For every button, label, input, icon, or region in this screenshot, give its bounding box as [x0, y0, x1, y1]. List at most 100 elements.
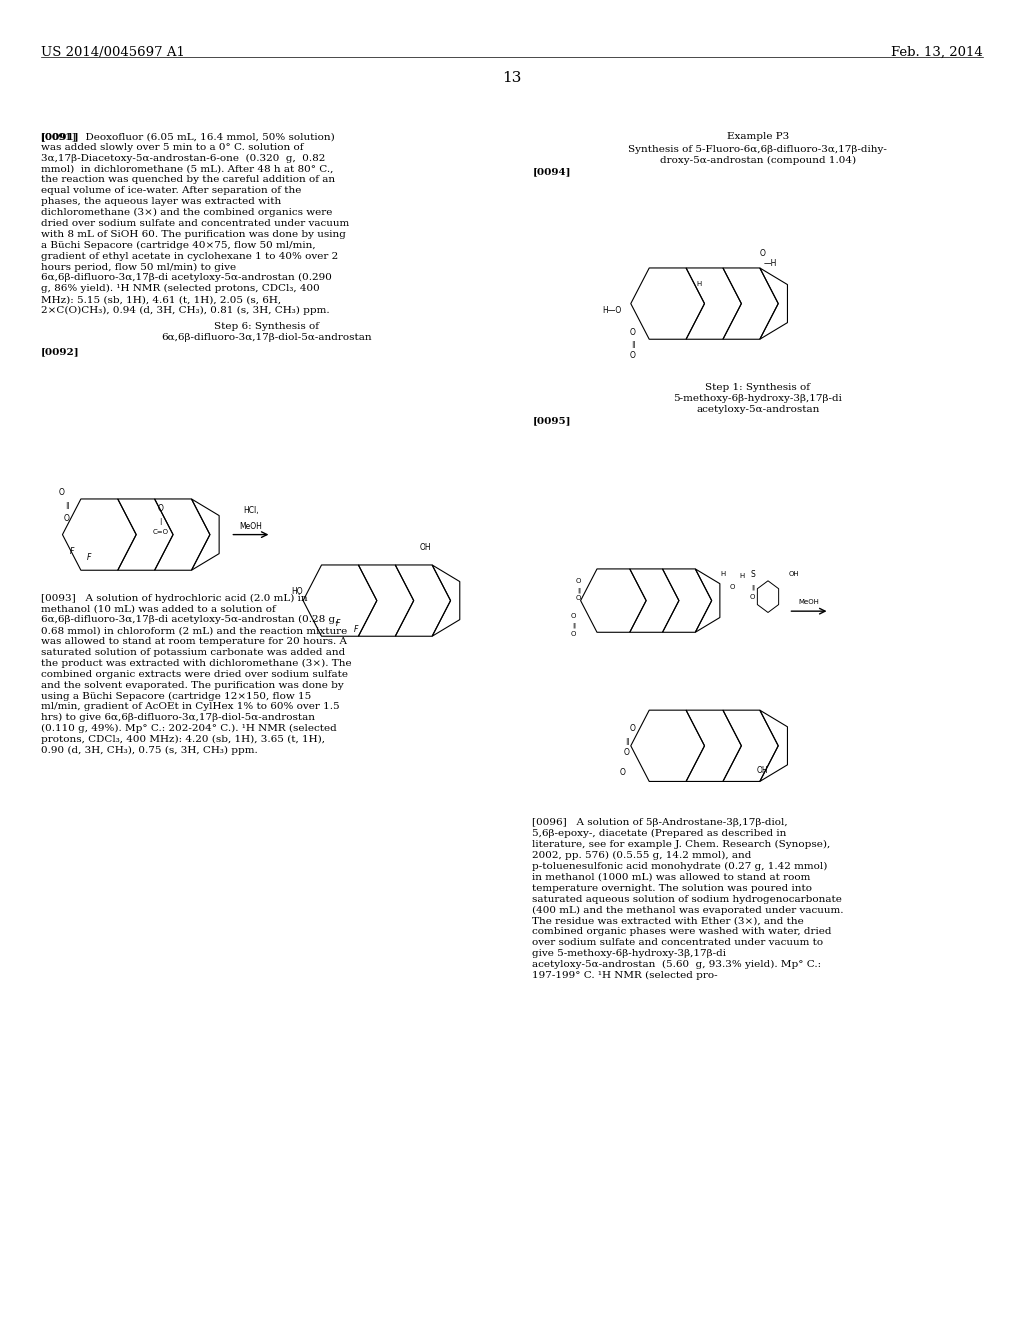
Text: hrs) to give 6α,6β-difluoro-3α,17β-diol-5α-androstan: hrs) to give 6α,6β-difluoro-3α,17β-diol-… — [41, 713, 315, 722]
Text: p-toluenesulfonic acid monohydrate (0.27 g, 1.42 mmol): p-toluenesulfonic acid monohydrate (0.27… — [532, 862, 827, 871]
Text: F: F — [70, 548, 74, 556]
Text: saturated solution of potassium carbonate was added and: saturated solution of potassium carbonat… — [41, 648, 345, 657]
Text: protons, CDCl₃, 400 MHz): 4.20 (sb, 1H), 3.65 (t, 1H),: protons, CDCl₃, 400 MHz): 4.20 (sb, 1H),… — [41, 735, 325, 744]
Text: and the solvent evaporated. The purification was done by: and the solvent evaporated. The purifica… — [41, 681, 344, 689]
Text: mmol)  in dichloromethane (5 mL). After 48 h at 80° C.,: mmol) in dichloromethane (5 mL). After 4… — [41, 165, 334, 174]
Text: MeOH: MeOH — [799, 598, 819, 605]
Text: ‖: ‖ — [631, 341, 635, 348]
Text: 13: 13 — [503, 71, 521, 86]
Text: O: O — [760, 249, 766, 257]
Text: OH: OH — [788, 572, 799, 577]
Text: (0.110 g, 49%). Mp° C.: 202-204° C.). ¹H NMR (selected: (0.110 g, 49%). Mp° C.: 202-204° C.). ¹H… — [41, 725, 337, 733]
Text: OH: OH — [419, 544, 431, 552]
Text: Step 1: Synthesis of: Step 1: Synthesis of — [706, 383, 810, 392]
Text: O: O — [158, 504, 164, 512]
Text: C=O: C=O — [153, 529, 169, 535]
Text: dried over sodium sulfate and concentrated under vacuum: dried over sodium sulfate and concentrat… — [41, 219, 349, 228]
Text: O: O — [630, 351, 636, 359]
Text: O: O — [750, 594, 756, 599]
Text: —H: —H — [763, 260, 777, 268]
Text: [0094]: [0094] — [532, 166, 571, 176]
Text: H: H — [720, 572, 726, 577]
Text: O: O — [63, 515, 70, 523]
Text: [0096]   A solution of 5β-Androstane-3β,17β-diol,: [0096] A solution of 5β-Androstane-3β,17… — [532, 818, 788, 828]
Text: [0095]: [0095] — [532, 416, 571, 425]
Text: with 8 mL of SiOH 60. The purification was done by using: with 8 mL of SiOH 60. The purification w… — [41, 230, 346, 239]
Text: acetyloxy-5α-androstan  (5.60  g, 93.3% yield). Mp° C.:: acetyloxy-5α-androstan (5.60 g, 93.3% yi… — [532, 960, 821, 969]
Text: O: O — [630, 329, 636, 337]
Text: O: O — [620, 768, 626, 776]
Text: O: O — [570, 614, 577, 619]
Text: Step 6: Synthesis of: Step 6: Synthesis of — [214, 322, 318, 331]
Text: ‖: ‖ — [571, 623, 575, 628]
Text: g, 86% yield). ¹H NMR (selected protons, CDCl₃, 400: g, 86% yield). ¹H NMR (selected protons,… — [41, 284, 319, 293]
Text: over sodium sulfate and concentrated under vacuum to: over sodium sulfate and concentrated und… — [532, 939, 823, 946]
Text: US 2014/0045697 A1: US 2014/0045697 A1 — [41, 46, 185, 59]
Text: Example P3: Example P3 — [727, 132, 788, 141]
Text: H: H — [696, 281, 702, 286]
Text: was allowed to stand at room temperature for 20 hours. A: was allowed to stand at room temperature… — [41, 638, 347, 645]
Text: dichloromethane (3×) and the combined organics were: dichloromethane (3×) and the combined or… — [41, 209, 333, 218]
Text: 6α,6β-difluoro-3α,17β-diol-5α-androstan: 6α,6β-difluoro-3α,17β-diol-5α-androstan — [161, 333, 372, 342]
Text: (400 mL) and the methanol was evaporated under vacuum.: (400 mL) and the methanol was evaporated… — [532, 906, 844, 915]
Text: HO: HO — [291, 587, 303, 595]
Text: give 5-methoxy-6β-hydroxy-3β,17β-di: give 5-methoxy-6β-hydroxy-3β,17β-di — [532, 949, 726, 958]
Text: combined organic phases were washed with water, dried: combined organic phases were washed with… — [532, 927, 831, 936]
Text: saturated aqueous solution of sodium hydrogenocarbonate: saturated aqueous solution of sodium hyd… — [532, 895, 843, 903]
Text: droxy-5α-androstan (compound 1.04): droxy-5α-androstan (compound 1.04) — [659, 156, 856, 165]
Text: phases, the aqueous layer was extracted with: phases, the aqueous layer was extracted … — [41, 197, 282, 206]
Text: 2×C(O)CH₃), 0.94 (d, 3H, CH₃), 0.81 (s, 3H, CH₃) ppm.: 2×C(O)CH₃), 0.94 (d, 3H, CH₃), 0.81 (s, … — [41, 306, 330, 315]
Text: [0091]: [0091] — [41, 132, 80, 141]
Text: [0093]   A solution of hydrochloric acid (2.0 mL) in: [0093] A solution of hydrochloric acid (… — [41, 594, 307, 603]
Text: MeOH: MeOH — [240, 521, 262, 531]
Text: ml/min, gradient of AcOEt in CylHex 1% to 60% over 1.5: ml/min, gradient of AcOEt in CylHex 1% t… — [41, 702, 340, 711]
Text: O: O — [575, 578, 582, 583]
Text: a Büchi Sepacore (cartridge 40×75, flow 50 ml/min,: a Büchi Sepacore (cartridge 40×75, flow … — [41, 240, 315, 249]
Text: ‖: ‖ — [65, 502, 69, 510]
Text: Synthesis of 5-Fluoro-6α,6β-difluoro-3α,17β-dihy-: Synthesis of 5-Fluoro-6α,6β-difluoro-3α,… — [629, 145, 887, 154]
Text: O: O — [729, 585, 735, 590]
Text: equal volume of ice-water. After separation of the: equal volume of ice-water. After separat… — [41, 186, 301, 195]
Text: S: S — [751, 570, 755, 578]
Text: O: O — [624, 748, 630, 756]
Text: O: O — [570, 631, 577, 636]
Text: H—O: H—O — [603, 306, 622, 314]
Text: O: O — [58, 488, 65, 496]
Text: Feb. 13, 2014: Feb. 13, 2014 — [891, 46, 983, 59]
Text: HCl,: HCl, — [243, 506, 259, 515]
Text: F: F — [336, 619, 340, 627]
Text: H: H — [739, 573, 745, 578]
Text: [0091]   Deoxofluor (6.05 mL, 16.4 mmol, 50% solution): [0091] Deoxofluor (6.05 mL, 16.4 mmol, 5… — [41, 132, 335, 141]
Text: O: O — [575, 595, 582, 601]
Text: temperature overnight. The solution was poured into: temperature overnight. The solution was … — [532, 883, 812, 892]
Text: 0.68 mmol) in chloroform (2 mL) and the reaction mixture: 0.68 mmol) in chloroform (2 mL) and the … — [41, 626, 347, 635]
Text: ‖: ‖ — [577, 587, 581, 593]
Text: 5,6β-epoxy-, diacetate (Prepared as described in: 5,6β-epoxy-, diacetate (Prepared as desc… — [532, 829, 786, 838]
Text: using a Büchi Sepacore (cartridge 12×150, flow 15: using a Büchi Sepacore (cartridge 12×150… — [41, 692, 311, 701]
Text: combined organic extracts were dried over sodium sulfate: combined organic extracts were dried ove… — [41, 669, 348, 678]
Text: F: F — [87, 553, 91, 561]
Text: hours period, flow 50 ml/min) to give: hours period, flow 50 ml/min) to give — [41, 263, 237, 272]
Text: literature, see for example J. Chem. Research (Synopse),: literature, see for example J. Chem. Res… — [532, 840, 830, 849]
Text: MHz): 5.15 (sb, 1H), 4.61 (t, 1H), 2.05 (s, 6H,: MHz): 5.15 (sb, 1H), 4.61 (t, 1H), 2.05 … — [41, 296, 281, 304]
Text: 6α,6β-difluoro-3α,17β-di acetyloxy-5α-androstan (0.28 g,: 6α,6β-difluoro-3α,17β-di acetyloxy-5α-an… — [41, 615, 338, 624]
Text: 0.90 (d, 3H, CH₃), 0.75 (s, 3H, CH₃) ppm.: 0.90 (d, 3H, CH₃), 0.75 (s, 3H, CH₃) ppm… — [41, 746, 258, 755]
Text: was added slowly over 5 min to a 0° C. solution of: was added slowly over 5 min to a 0° C. s… — [41, 143, 303, 152]
Text: in methanol (1000 mL) was allowed to stand at room: in methanol (1000 mL) was allowed to sta… — [532, 873, 811, 882]
Text: O: O — [630, 725, 636, 733]
Text: methanol (10 mL) was added to a solution of: methanol (10 mL) was added to a solution… — [41, 605, 275, 614]
Text: The residue was extracted with Ether (3×), and the: The residue was extracted with Ether (3×… — [532, 916, 804, 925]
Text: 3α,17β-Diacetoxy-5α-androstan-6-one  (0.320  g,  0.82: 3α,17β-Diacetoxy-5α-androstan-6-one (0.3… — [41, 153, 326, 162]
Text: ‖: ‖ — [751, 585, 755, 590]
Text: the product was extracted with dichloromethane (3×). The: the product was extracted with dichlorom… — [41, 659, 351, 668]
Text: F: F — [354, 626, 358, 634]
Text: |: | — [160, 517, 162, 525]
Text: gradient of ethyl acetate in cyclohexane 1 to 40% over 2: gradient of ethyl acetate in cyclohexane… — [41, 252, 338, 260]
Text: [0092]: [0092] — [41, 347, 80, 356]
Text: acetyloxy-5α-androstan: acetyloxy-5α-androstan — [696, 405, 819, 414]
Text: 197-199° C. ¹H NMR (selected pro-: 197-199° C. ¹H NMR (selected pro- — [532, 970, 718, 979]
Text: 2002, pp. 576) (0.5.55 g, 14.2 mmol), and: 2002, pp. 576) (0.5.55 g, 14.2 mmol), an… — [532, 851, 752, 861]
Text: ‖: ‖ — [625, 738, 629, 746]
Text: the reaction was quenched by the careful addition of an: the reaction was quenched by the careful… — [41, 176, 335, 185]
Text: 6α,6β-difluoro-3α,17β-di acetyloxy-5α-androstan (0.290: 6α,6β-difluoro-3α,17β-di acetyloxy-5α-an… — [41, 273, 332, 282]
